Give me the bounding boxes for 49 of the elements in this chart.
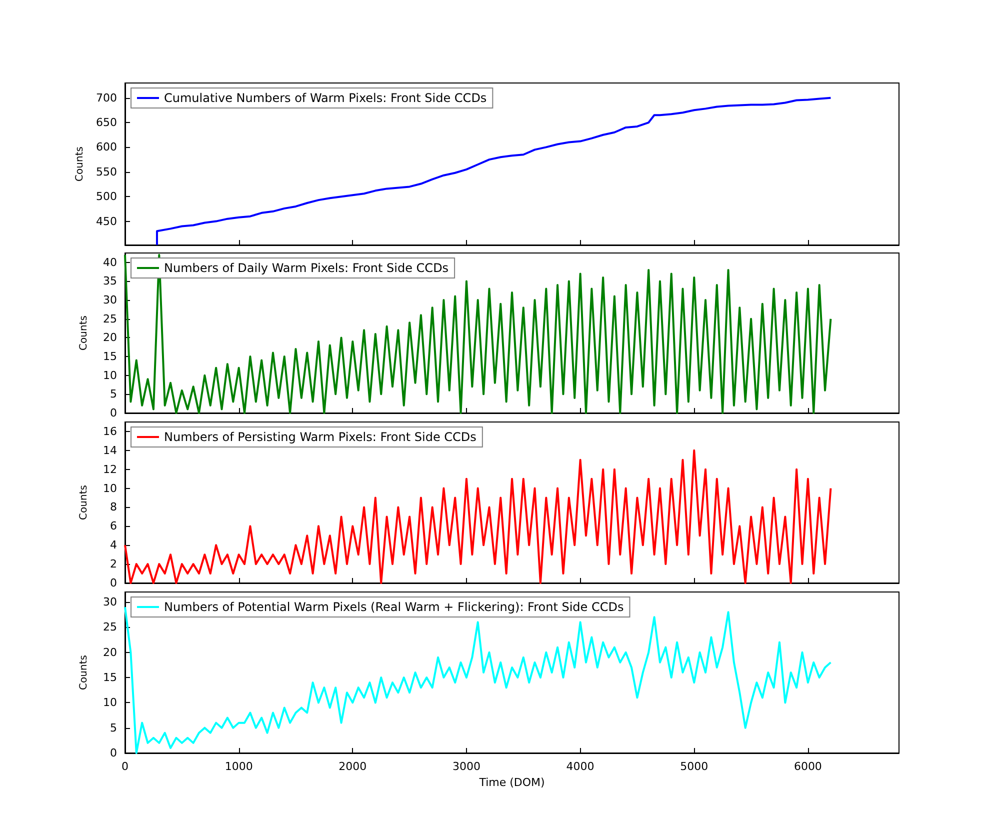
x-tick-label: 1000: [224, 760, 253, 773]
y-tick-label: 40: [103, 256, 117, 269]
y-tick-label: 35: [103, 274, 117, 288]
line-series: [124, 254, 832, 414]
y-axis-title: Counts: [74, 146, 86, 182]
x-tick-label: 2000: [338, 760, 367, 773]
legend-label: Numbers of Daily Warm Pixels: Front Side CCDs: [164, 261, 449, 275]
y-tick-label: 20: [103, 646, 117, 659]
legend-label: Numbers of Potential Warm Pixels (Real Warm + Flickering): Front Side CCDs: [164, 600, 624, 614]
y-axis-title: Counts: [78, 655, 90, 690]
y-tick-label: 14: [103, 444, 117, 457]
y-tick-label: 4: [110, 538, 117, 552]
y-tick-label: 0: [110, 406, 117, 420]
x-tick-label: 3000: [452, 760, 480, 773]
x-tick-label: 5000: [680, 760, 708, 773]
x-tick-label: 0: [122, 760, 128, 773]
y-tick-label: 0: [110, 576, 117, 590]
y-tick-label: 2: [110, 558, 117, 571]
y-tick-label: 5: [110, 721, 117, 734]
legend-label: Numbers of Persisting Warm Pixels: Front Side CCDs: [164, 430, 476, 444]
y-tick-label: 600: [96, 140, 117, 154]
y-tick-label: 550: [96, 165, 117, 178]
legend-label: Cumulative Numbers of Warm Pixels: Front Side CCDs: [164, 91, 487, 105]
y-tick-label: 30: [103, 294, 117, 307]
line-series: [124, 449, 832, 584]
x-tick-label: 4000: [566, 760, 594, 773]
y-tick-label: 700: [96, 91, 117, 104]
y-tick-label: 6: [110, 520, 117, 533]
y-axis-title: Counts: [78, 485, 90, 520]
y-tick-label: 15: [103, 671, 117, 684]
y-tick-label: 10: [103, 696, 117, 710]
y-tick-label: 500: [96, 190, 117, 204]
x-tick-label: 6000: [794, 760, 822, 773]
y-tick-label: 25: [103, 312, 117, 326]
x-axis-title: Time (DOM): [478, 776, 545, 789]
y-tick-label: 0: [110, 746, 117, 760]
y-tick-label: 5: [110, 388, 117, 401]
y-axis-title: Counts: [78, 316, 90, 350]
y-tick-label: 16: [103, 424, 117, 438]
y-tick-label: 12: [103, 462, 117, 476]
y-tick-label: 450: [96, 214, 117, 228]
y-tick-label: 30: [103, 596, 117, 609]
y-tick-label: 15: [103, 350, 117, 364]
y-tick-label: 8: [110, 500, 117, 514]
y-tick-label: 20: [103, 331, 117, 344]
y-tick-label: 650: [96, 116, 117, 130]
y-tick-label: 10: [103, 482, 117, 495]
y-tick-label: 10: [103, 368, 117, 382]
y-tick-label: 25: [103, 620, 117, 634]
